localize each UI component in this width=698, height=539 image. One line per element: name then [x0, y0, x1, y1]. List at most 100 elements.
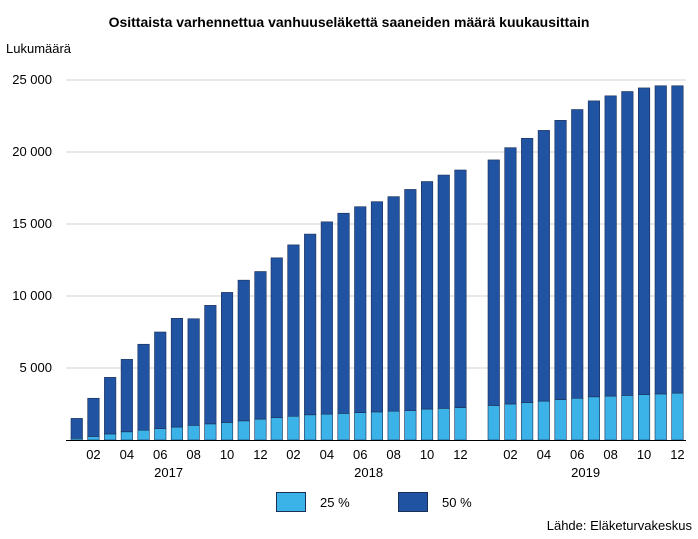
bar-50-2017-08: [187, 318, 200, 426]
x-tick-label: 12: [453, 447, 467, 462]
x-tick-label: 12: [253, 447, 267, 462]
bar-50-2018-03: [304, 233, 317, 416]
bar-50-2018-10: [420, 181, 434, 410]
bar-25-2017-04: [120, 431, 133, 441]
bar-25-2019-05: [554, 399, 567, 441]
bar-25-2017-07: [170, 426, 183, 441]
y-tick-label: 15 000: [12, 216, 52, 231]
bar-25-2017-06: [154, 428, 167, 441]
bar-50-2018-08: [387, 196, 400, 412]
bar-50-2017-03: [104, 377, 117, 435]
bar-50-2018-11: [437, 174, 450, 409]
x-tick-label: 04: [320, 447, 334, 462]
x-tick-label: 12: [670, 447, 684, 462]
bar-25-2019-01: [487, 405, 500, 441]
legend-item-25: 25 %: [276, 491, 350, 513]
bar-25-2017-09: [204, 423, 217, 441]
x-tick-label: 10: [220, 447, 234, 462]
bar-50-2019-10: [637, 87, 651, 395]
bar-50-2019-08: [604, 95, 617, 397]
bar-25-2017-02: [87, 436, 100, 441]
bar-50-2019-04: [537, 130, 550, 402]
y-tick-label: 25 000: [12, 72, 52, 87]
bar-50-2018-05: [337, 212, 350, 414]
bar-50-2017-02: [87, 397, 100, 437]
x-tick-label: 06: [153, 447, 167, 462]
y-tick-label: 5 000: [19, 360, 52, 375]
bar-50-2017-04: [120, 359, 133, 433]
x-tick-label: 02: [503, 447, 517, 462]
bar-25-2018-04: [320, 413, 333, 441]
x-tick-label: 08: [186, 447, 200, 462]
x-tick-label: 10: [637, 447, 651, 462]
legend-item-50: 50 %: [398, 491, 472, 513]
bar-50-2019-03: [521, 138, 534, 403]
bar-50-2018-07: [370, 201, 384, 413]
bar-25-2018-02: [287, 415, 300, 441]
bar-25-2018-11: [437, 408, 450, 441]
bar-25-2018-07: [370, 411, 384, 441]
bar-25-2019-11: [654, 393, 667, 441]
bar-50-2019-12: [671, 85, 684, 394]
bar-25-2018-10: [420, 408, 434, 441]
bar-25-2018-06: [354, 412, 367, 441]
y-tick-label: 20 000: [12, 144, 52, 159]
bar-25-2019-07: [587, 396, 601, 441]
bar-25-2018-01: [270, 417, 283, 441]
x-tick-label: 08: [386, 447, 400, 462]
bar-50-2017-06: [154, 331, 167, 429]
bar-25-2017-11: [237, 420, 250, 441]
bar-25-2017-10: [221, 422, 234, 441]
source-note: Lähde: Eläketurvakeskus: [546, 518, 692, 533]
legend-label-50: 50 %: [442, 494, 472, 510]
bar-50-2017-11: [237, 279, 250, 422]
bar-50-2018-02: [287, 244, 300, 417]
bar-50-2017-05: [137, 343, 150, 431]
bar-50-2017-12: [254, 271, 267, 420]
y-axis-label: Lukumäärä: [6, 41, 72, 56]
bar-50-2019-02: [504, 147, 517, 405]
x-tick-label: 06: [570, 447, 584, 462]
x-tick-label: 02: [86, 447, 100, 462]
bar-50-2017-07: [170, 318, 183, 428]
bar-25-2018-08: [387, 410, 400, 441]
x-axis-ticks: 02 04 06 08 10 12 2017 02 04 06 08 10 12 2018 02 04 06 08…: [86, 447, 684, 480]
bar-25-2019-09: [621, 395, 634, 441]
chart-title: Osittaista varhennettua vanhuuseläkettä …: [108, 14, 590, 30]
x-tick-label: 06: [353, 447, 367, 462]
bar-25-2017-08: [187, 425, 200, 441]
x-tick-label: 04: [120, 447, 134, 462]
bar-50-2019-06: [571, 109, 584, 399]
bar-25-2019-06: [571, 397, 584, 441]
bar-25-2017-05: [137, 429, 150, 441]
bar-50-2019-09: [621, 91, 634, 396]
legend-label-25: 25 %: [320, 494, 350, 510]
bar-25-2019-08: [604, 395, 617, 441]
x-tick-label: 04: [537, 447, 551, 462]
x-tick-label: 10: [420, 447, 434, 462]
bar-50-2018-06: [354, 206, 367, 413]
bar-25-2019-04: [537, 400, 550, 441]
x-year-label: 2017: [154, 465, 183, 480]
x-year-label: 2019: [571, 465, 600, 480]
bars: [70, 85, 684, 441]
bar-25-2017-12: [254, 418, 267, 441]
bar-50-2018-04: [320, 221, 333, 415]
bar-50-2019-05: [554, 120, 567, 400]
bar-25-2018-05: [337, 413, 350, 441]
bar-50-2017-10: [221, 292, 234, 423]
bar-50-2018-09: [404, 189, 417, 411]
bar-25-2018-12: [454, 407, 467, 441]
bar-25-2019-12: [671, 392, 684, 441]
bar-25-2019-03: [521, 402, 534, 441]
bar-25-2018-09: [404, 410, 417, 441]
bar-50-2019-07: [587, 100, 601, 398]
bar-50-2019-01: [487, 159, 500, 406]
legend-swatch-50: [398, 492, 428, 512]
x-tick-label: 02: [286, 447, 300, 462]
y-tick-label: 10 000: [12, 288, 52, 303]
bar-50-2018-01: [270, 257, 283, 418]
x-tick-label: 08: [603, 447, 617, 462]
bar-25-2018-03: [304, 414, 317, 441]
